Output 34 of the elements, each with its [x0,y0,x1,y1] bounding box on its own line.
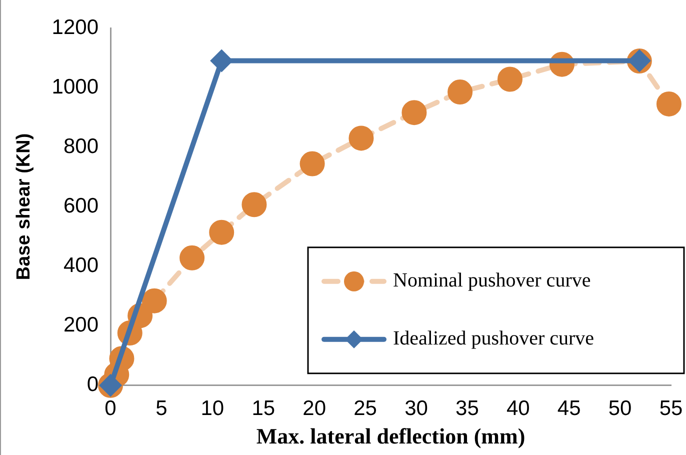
point [402,100,427,126]
y-tick-label: 400 [63,254,99,278]
point [211,50,232,72]
x-tick-label: 45 [557,396,581,420]
x-tick-label: 40 [506,396,530,420]
point [180,245,205,270]
point [242,192,267,218]
point [348,126,374,151]
y-tick-label: 200 [63,314,99,337]
point [142,288,167,314]
x-tick-label: 15 [252,396,276,420]
point [448,80,473,105]
x-axis-title: Max. lateral deflection (mm) [256,423,526,448]
y-tick-label: 0 [86,373,99,396]
point [656,91,682,116]
x-tick-label: 55 [659,396,683,420]
x-tick-label: 25 [354,396,377,420]
x-tick-label: 20 [302,396,326,420]
legend-label: Idealized pushover curve [393,328,594,350]
x-tick-label: 30 [404,396,428,420]
y-axis-title: Base shear (KN) [14,133,35,280]
x-tick-label: 5 [156,396,168,420]
y-tick-label: 600 [63,194,99,218]
point [497,66,522,92]
x-tick-label: 50 [608,396,632,420]
y-tick-label: 1000 [52,75,99,98]
x-tick-label: 10 [200,396,224,420]
y-tick-label: 800 [63,134,99,158]
y-tick-label: 1200 [52,16,99,39]
x-tick-label: 35 [456,396,479,420]
point [300,151,325,176]
x-tick-label: 0 [104,396,116,420]
legend-label: Nominal pushover curve [393,270,591,292]
point [209,220,234,245]
